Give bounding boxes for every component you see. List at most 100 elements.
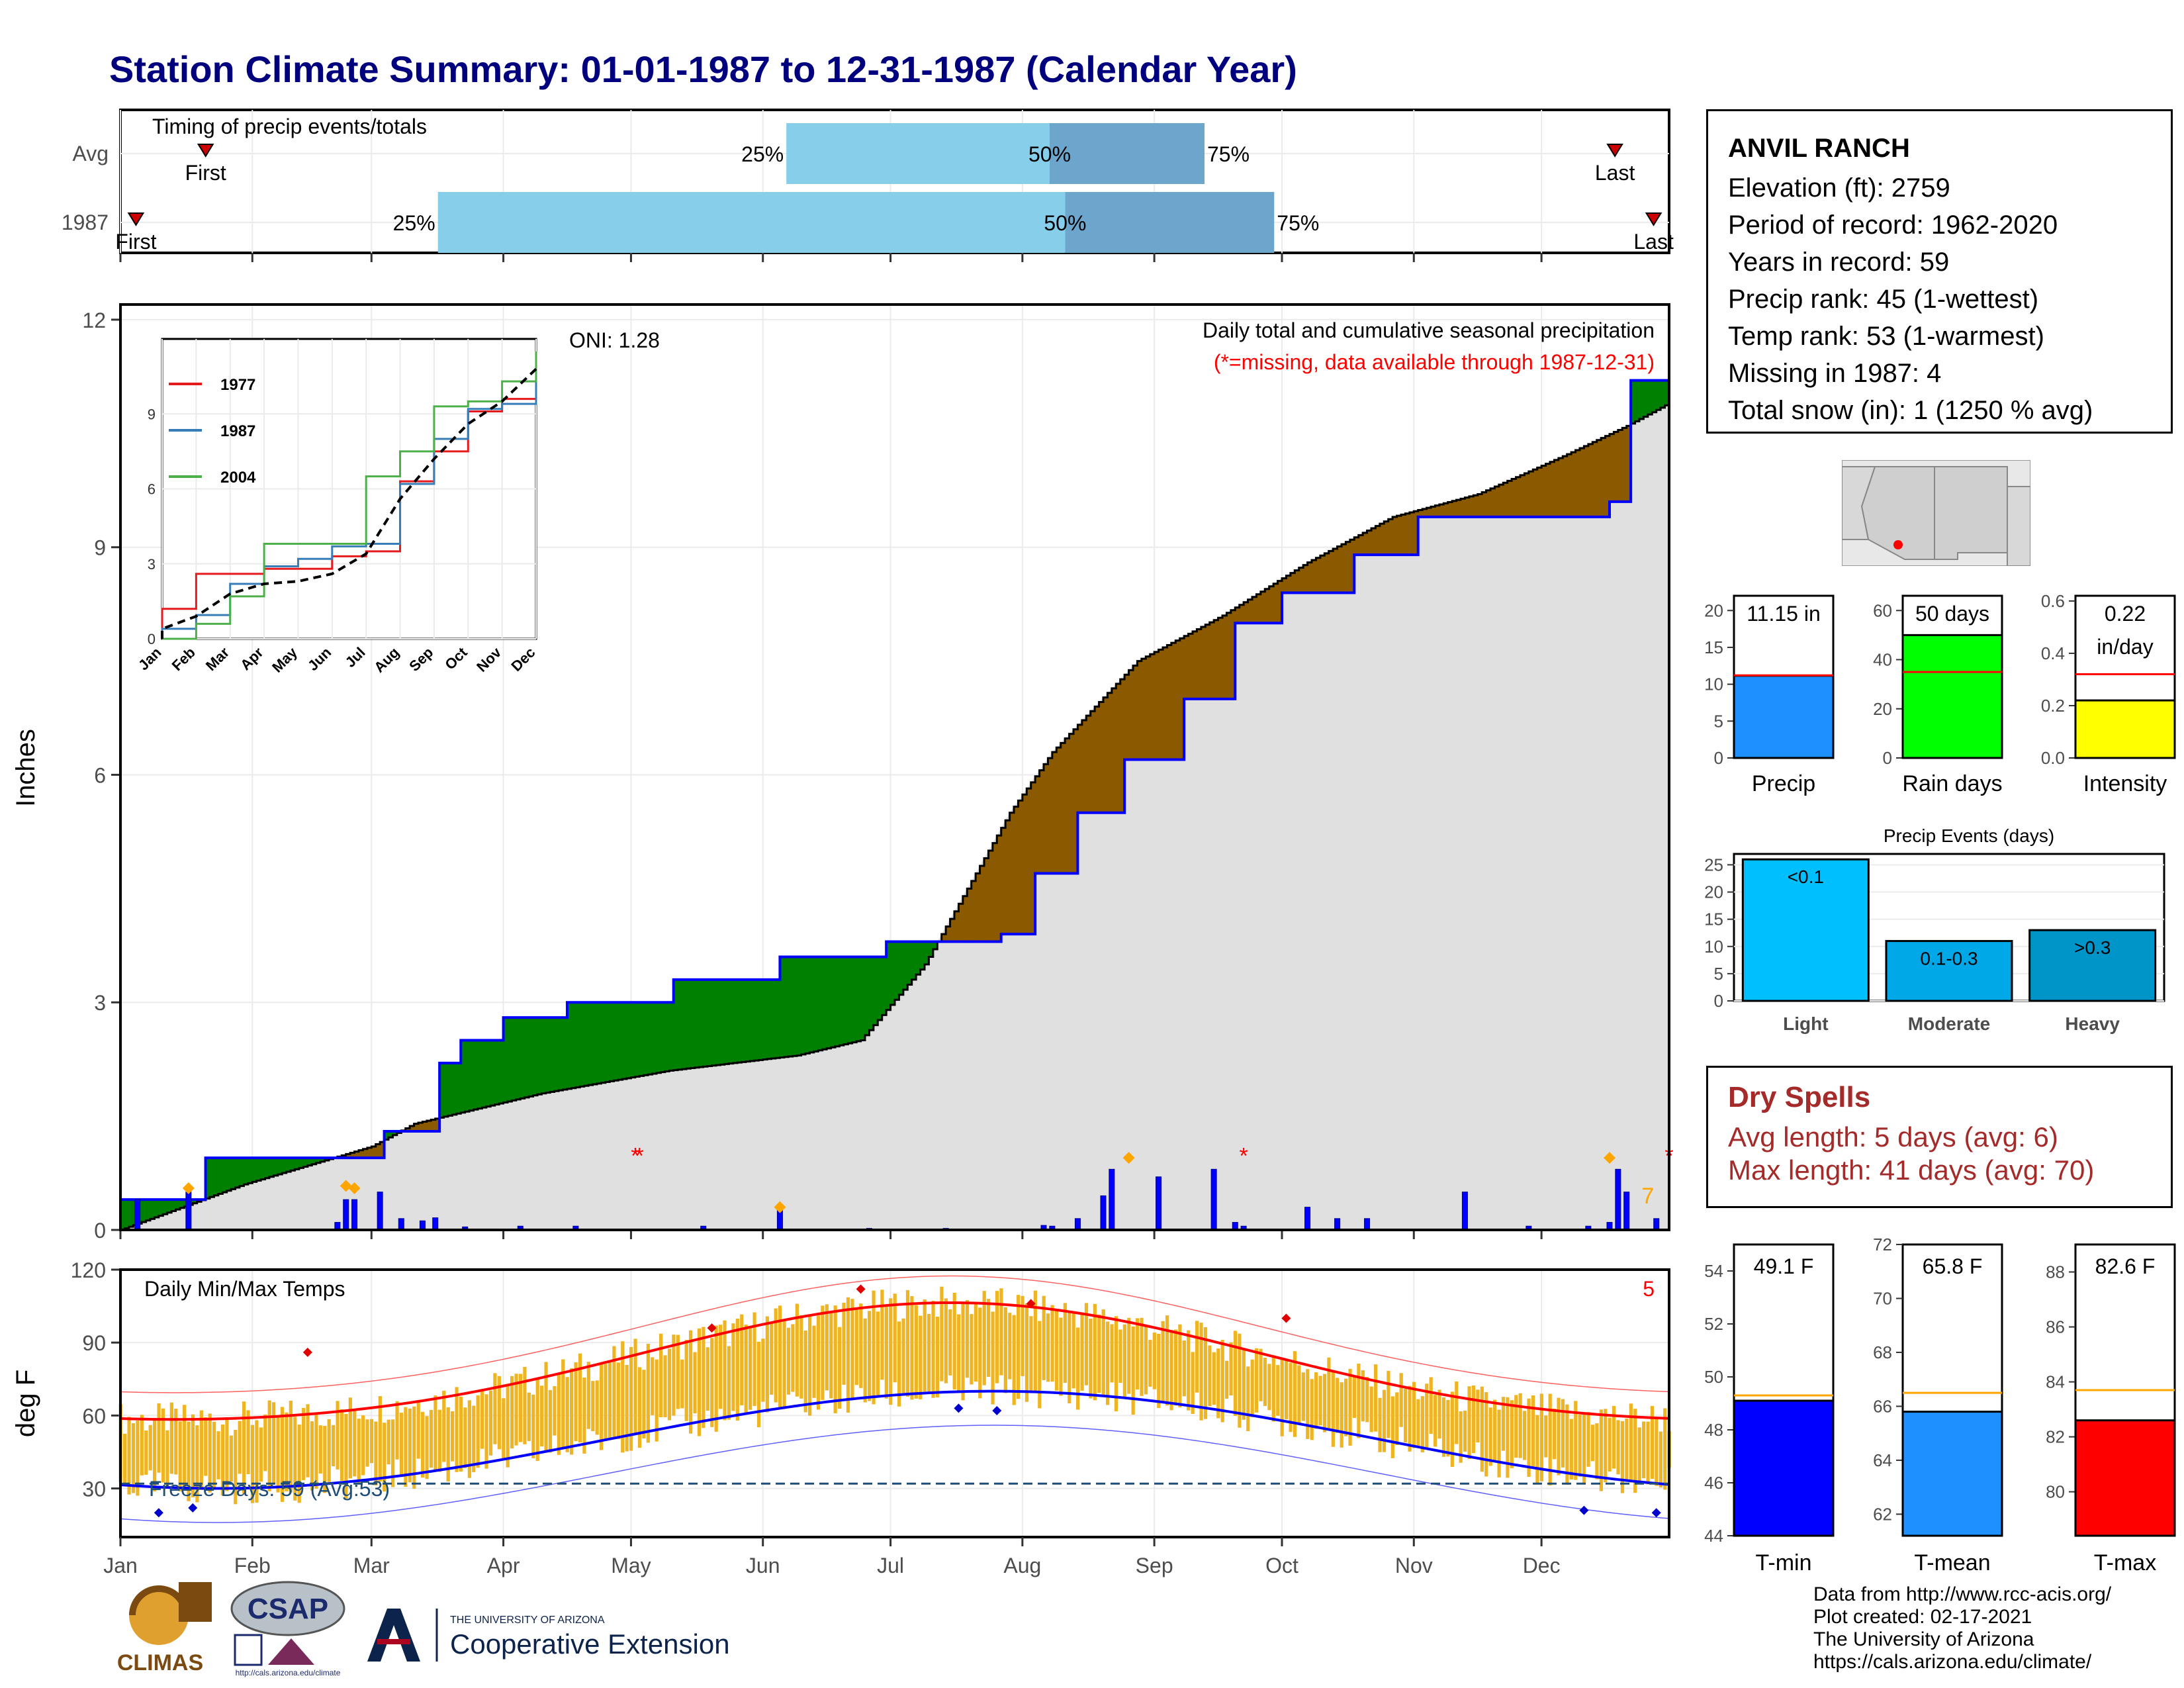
above-avg-fill (899, 941, 904, 995)
below-avg-fill (1418, 510, 1423, 517)
daily-temp-bar (1518, 1393, 1522, 1458)
temp-ylabel: deg F (11, 1370, 40, 1437)
daily-temp-bar (1506, 1397, 1510, 1478)
above-avg-fill (860, 957, 866, 1041)
daily-temp-bar (1663, 1408, 1667, 1490)
daily-temp-bar (1318, 1376, 1322, 1426)
daily-temp-bar (1127, 1317, 1131, 1394)
tmax-tick-label: 88 (2046, 1262, 2065, 1282)
below-avg-fill (1337, 546, 1342, 593)
station-elevation: Elevation (ft): 2759 (1728, 173, 1950, 203)
daily-temp-bar (523, 1366, 527, 1444)
daily-temp-bar (1595, 1423, 1599, 1479)
daily-temp-bar (165, 1430, 169, 1488)
daily-temp-bar (153, 1418, 157, 1492)
daily-temp-bar (297, 1425, 301, 1503)
above-avg-fill (801, 957, 806, 1055)
daily-temp-bar (425, 1416, 429, 1479)
intensity-tick-label: 0.0 (2041, 748, 2065, 768)
below-avg-fill (1349, 539, 1355, 593)
daily-temp-bar (1017, 1295, 1021, 1399)
above-avg-fill (771, 979, 776, 1059)
daily-temp-bar (289, 1400, 293, 1493)
dry-spells-max: Max length: 41 days (avg: 70) (1728, 1154, 2095, 1186)
tmean-tick-label: 72 (1873, 1235, 1892, 1254)
events-tick-label: 0 (1714, 991, 1723, 1011)
intensity-tick-label: 0.4 (2041, 643, 2065, 663)
daily-temp-bar (693, 1352, 697, 1414)
daily-temp-bar (293, 1417, 297, 1501)
below-avg-fill (1154, 651, 1160, 760)
daily-temp-bar (1021, 1295, 1024, 1376)
missing-data-marker: * (635, 1143, 644, 1168)
above-avg-fill (503, 1017, 508, 1103)
daily-temp-bar (1012, 1315, 1016, 1405)
daily-temp-bar (1655, 1418, 1659, 1486)
month-label: Apr (487, 1554, 520, 1577)
daily-temp-bar (1122, 1324, 1126, 1397)
above-avg-fill (231, 1158, 236, 1190)
daily-temp-bar (1467, 1386, 1471, 1460)
below-avg-fill (1239, 604, 1244, 624)
daily-temp-bar (816, 1315, 821, 1410)
daily-temp-bar (1590, 1425, 1595, 1462)
csap-url: http://cals.arizona.edu/climate (236, 1668, 341, 1677)
daily-temp-bar (484, 1394, 488, 1469)
daily-temp-bar (1187, 1330, 1191, 1411)
below-avg-fill (1537, 467, 1542, 517)
below-avg-fill (1414, 511, 1419, 555)
events-tick-label: 20 (1704, 882, 1723, 902)
below-avg-fill (1048, 758, 1053, 874)
daily-temp-bar (778, 1305, 782, 1410)
record-min-line (120, 1425, 1670, 1523)
above-avg-fill (588, 1002, 594, 1086)
above-avg-fill (120, 1199, 126, 1230)
below-avg-fill (375, 1144, 381, 1158)
daily-temp-bar (582, 1378, 586, 1454)
daily-temp-bar (676, 1335, 680, 1409)
daily-temp-bar (1182, 1340, 1186, 1397)
daily-temp-bar (1293, 1351, 1297, 1437)
daily-temp-bar (472, 1405, 476, 1472)
above-avg-fill (1661, 380, 1666, 408)
daily-temp-bar (1173, 1329, 1178, 1406)
below-avg-fill (414, 1123, 419, 1132)
below-avg-fill (1252, 596, 1257, 624)
daily-temp-bar (1493, 1399, 1497, 1460)
daily-temp-bar (1484, 1392, 1488, 1477)
below-avg-fill (1226, 612, 1232, 699)
below-avg-fill (1545, 463, 1551, 517)
precip-value: 11.15 in (1747, 602, 1821, 626)
above-avg-fill (490, 1040, 496, 1106)
daily-temp-bar (1306, 1369, 1310, 1439)
below-avg-fill (1005, 820, 1011, 935)
events-bar-label: <0.1 (1788, 867, 1824, 887)
daily-temp-bar (905, 1289, 910, 1397)
below-avg-fill (1107, 692, 1113, 813)
below-avg-fill (988, 851, 993, 942)
above-avg-fill (218, 1158, 223, 1194)
daily-temp-bar (655, 1359, 659, 1442)
daily-precip-bar (1653, 1218, 1660, 1231)
daily-temp-bar (1080, 1313, 1084, 1391)
timing-pct-25: 25% (393, 211, 435, 235)
above-avg-fill (154, 1199, 159, 1218)
daily-temp-bar (391, 1419, 395, 1487)
timing-bar-50-75 (1050, 123, 1205, 184)
daily-temp-bar (982, 1291, 986, 1385)
daily-temp-bar (365, 1419, 369, 1467)
below-avg-fill (354, 1151, 359, 1158)
daily-temp-bar (216, 1431, 220, 1479)
daily-temp-bar (608, 1362, 612, 1440)
daily-temp-bar (1497, 1409, 1501, 1477)
daily-temp-bar (1229, 1342, 1233, 1396)
above-avg-fill (167, 1199, 172, 1213)
below-avg-fill (1584, 445, 1589, 517)
timing-row-label: Avg (72, 142, 109, 165)
daily-temp-bar (178, 1421, 182, 1491)
daily-temp-bar (1203, 1327, 1208, 1419)
daily-temp-bar (246, 1410, 250, 1475)
daily-temp-bar (540, 1385, 544, 1447)
above-avg-fill (746, 979, 751, 1062)
inset-ytick-label: 6 (148, 481, 156, 498)
